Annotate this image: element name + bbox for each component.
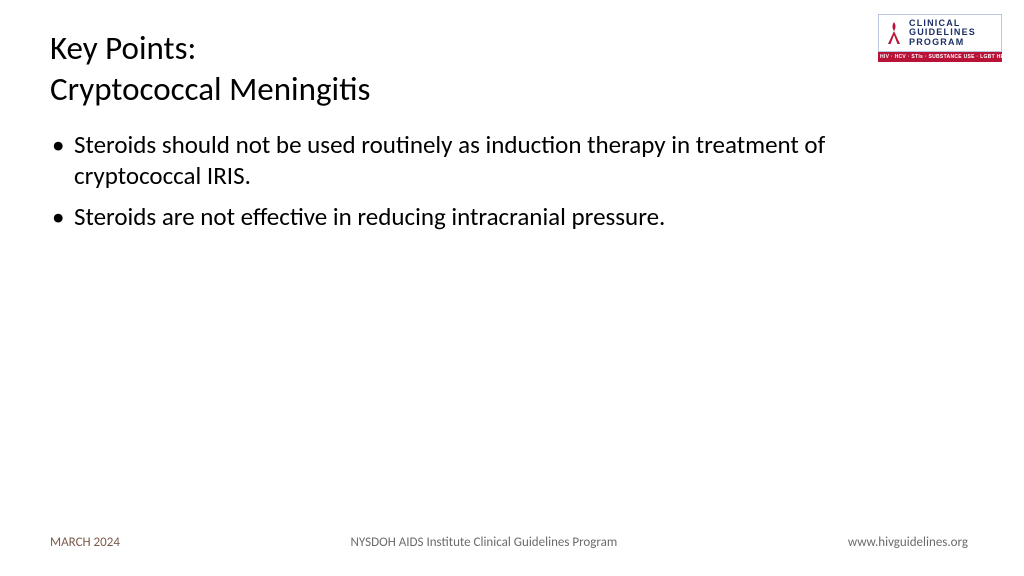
bullet-list: Steroids should not be used routinely as… <box>50 129 974 233</box>
footer-date: MARCH 2024 <box>50 535 120 550</box>
bullet-item: Steroids should not be used routinely as… <box>50 129 870 192</box>
slide: CLINICAL GUIDELINES PROGRAM HIV · HCV · … <box>0 0 1024 576</box>
program-logo: CLINICAL GUIDELINES PROGRAM HIV · HCV · … <box>878 14 1002 62</box>
logo-box: CLINICAL GUIDELINES PROGRAM <box>878 14 1002 52</box>
title-line1: Key Points: <box>50 28 196 68</box>
title-line2: Cryptococcal Meningitis <box>50 69 370 109</box>
logo-bar: HIV · HCV · STIs · SUBSTANCE USE · LGBT … <box>878 52 1002 62</box>
ribbon-icon <box>885 21 903 45</box>
footer-org: NYSDOH AIDS Institute Clinical Guideline… <box>351 535 618 550</box>
bullet-item: Steroids are not effective in reducing i… <box>50 201 870 232</box>
logo-line3: PROGRAM <box>909 38 976 47</box>
logo-text: CLINICAL GUIDELINES PROGRAM <box>909 19 976 47</box>
footer-url: www.hivguidelines.org <box>848 535 968 550</box>
slide-title: Key Points: Cryptococcal Meningitis <box>50 28 974 111</box>
footer: MARCH 2024 NYSDOH AIDS Institute Clinica… <box>0 535 1024 550</box>
